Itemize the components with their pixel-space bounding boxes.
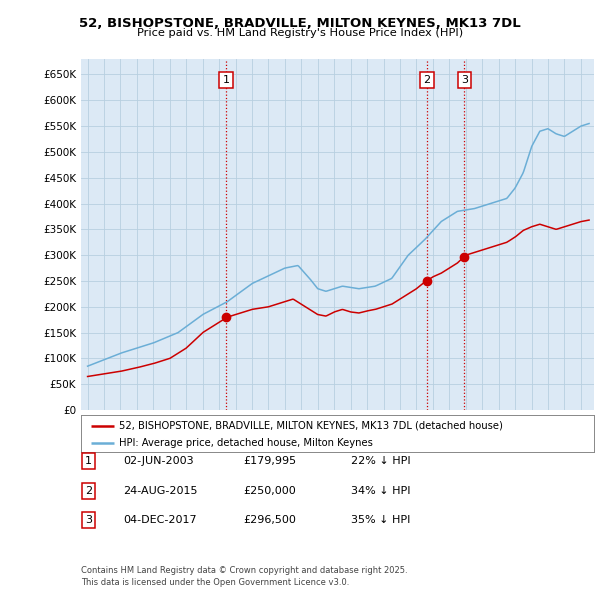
Text: Contains HM Land Registry data © Crown copyright and database right 2025.
This d: Contains HM Land Registry data © Crown c… — [81, 566, 407, 587]
Text: 04-DEC-2017: 04-DEC-2017 — [123, 516, 197, 525]
Text: £296,500: £296,500 — [243, 516, 296, 525]
Text: 52, BISHOPSTONE, BRADVILLE, MILTON KEYNES, MK13 7DL (detached house): 52, BISHOPSTONE, BRADVILLE, MILTON KEYNE… — [119, 421, 503, 431]
Text: 2: 2 — [85, 486, 92, 496]
Text: 1: 1 — [85, 457, 92, 466]
Text: 22% ↓ HPI: 22% ↓ HPI — [351, 457, 410, 466]
Text: £250,000: £250,000 — [243, 486, 296, 496]
Text: 2: 2 — [424, 75, 431, 84]
Text: 24-AUG-2015: 24-AUG-2015 — [123, 486, 197, 496]
Text: 3: 3 — [85, 516, 92, 525]
Text: 02-JUN-2003: 02-JUN-2003 — [123, 457, 194, 466]
Text: 52, BISHOPSTONE, BRADVILLE, MILTON KEYNES, MK13 7DL: 52, BISHOPSTONE, BRADVILLE, MILTON KEYNE… — [79, 17, 521, 30]
Text: 3: 3 — [461, 75, 468, 84]
Text: Price paid vs. HM Land Registry's House Price Index (HPI): Price paid vs. HM Land Registry's House … — [137, 28, 463, 38]
Text: 35% ↓ HPI: 35% ↓ HPI — [351, 516, 410, 525]
Text: 1: 1 — [223, 75, 230, 84]
Text: 34% ↓ HPI: 34% ↓ HPI — [351, 486, 410, 496]
Text: £179,995: £179,995 — [243, 457, 296, 466]
Text: HPI: Average price, detached house, Milton Keynes: HPI: Average price, detached house, Milt… — [119, 438, 373, 448]
